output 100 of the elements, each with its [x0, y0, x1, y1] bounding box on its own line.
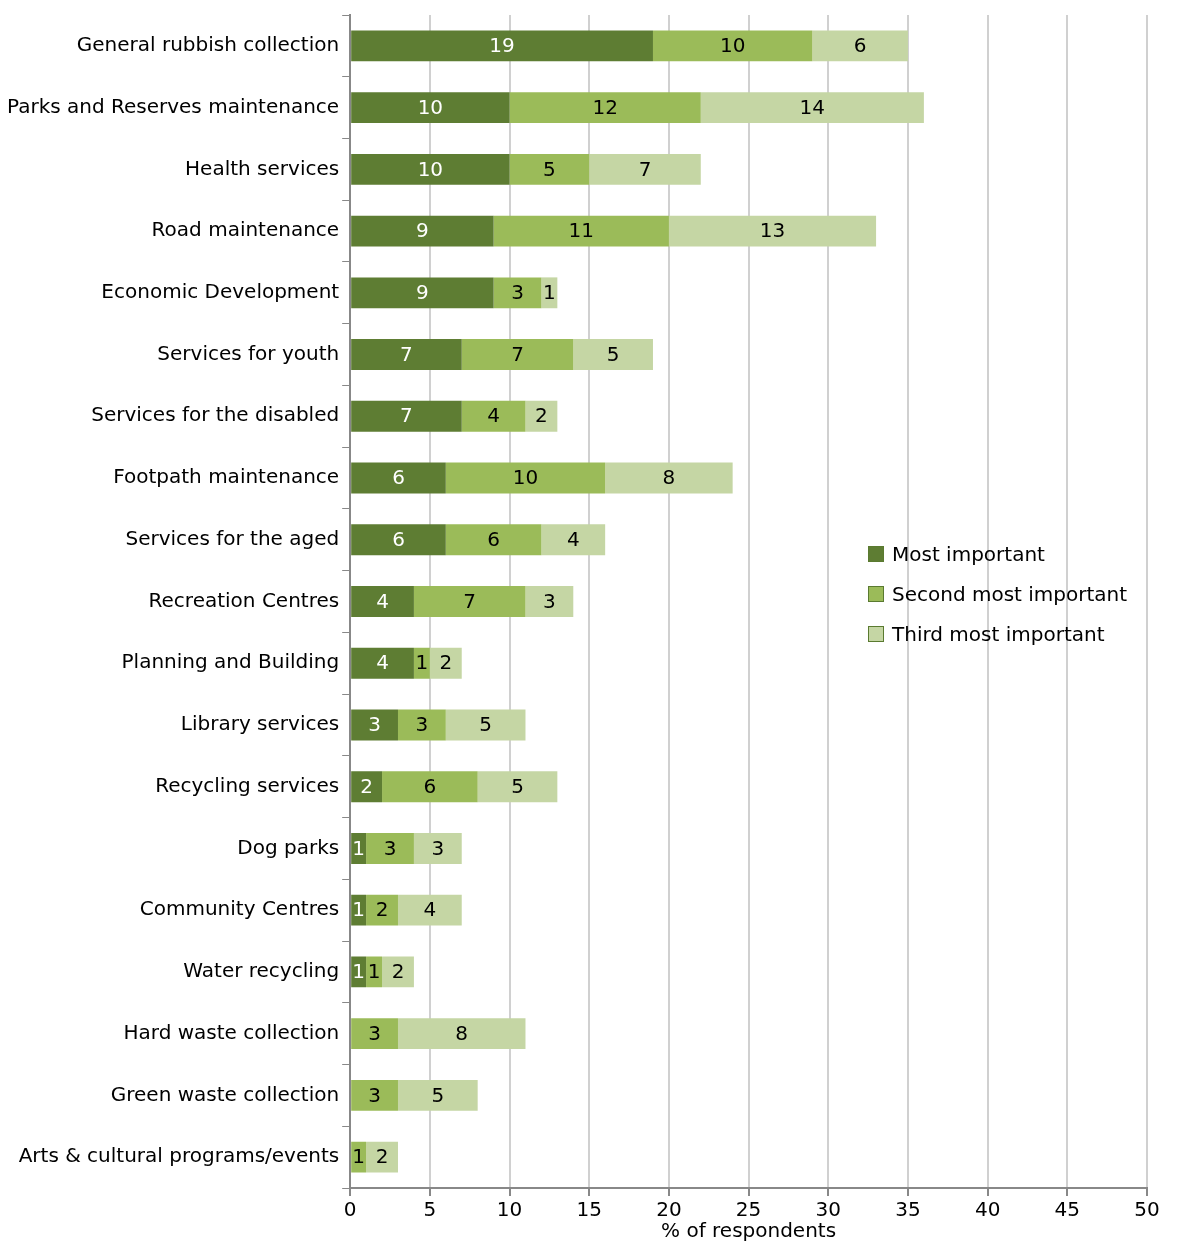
bar: [351, 647, 414, 679]
y-tick-label: Arts & cultural programs/events: [18, 1143, 340, 1168]
data-label: 7: [638, 156, 652, 181]
x-tick-label: 0: [343, 1197, 357, 1222]
y-tick-label: Planning and Building: [121, 649, 340, 674]
bar: [397, 709, 446, 741]
bar: [397, 894, 462, 926]
bar: [573, 339, 653, 370]
y-tick-label: Services for youth: [157, 340, 340, 365]
legend-label: Third most important: [892, 621, 1105, 646]
bar: [509, 153, 590, 185]
y-tick-label: Library services: [180, 711, 340, 736]
bar: [812, 30, 908, 62]
data-label: 4: [376, 650, 389, 675]
y-tick-label: Parks and Reserves maintenance: [6, 93, 340, 118]
y-tick-label: General rubbish collection: [76, 32, 340, 57]
bar: [351, 586, 414, 617]
data-label: 5: [606, 341, 620, 366]
data-label: 4: [566, 526, 580, 551]
bar: [351, 153, 510, 185]
bar: [461, 339, 574, 370]
data-label: 11: [568, 218, 594, 243]
bar: [525, 586, 574, 617]
data-label: 5: [511, 773, 524, 798]
bar: [445, 709, 526, 741]
bar: [351, 400, 462, 432]
x-tick-label: 15: [576, 1197, 602, 1222]
x-tick-label: 50: [1134, 1197, 1160, 1222]
bar: [366, 1141, 398, 1173]
y-tick-label: Services for the aged: [125, 525, 340, 550]
bar: [605, 462, 733, 494]
x-tick-label: 35: [895, 1197, 921, 1222]
data-label: 3: [368, 712, 381, 737]
bar: [351, 277, 494, 309]
data-label: 1: [352, 959, 366, 984]
bar: [382, 956, 414, 988]
bar: [351, 462, 446, 494]
x-tick-label: 5: [423, 1197, 437, 1222]
data-label: 4: [423, 897, 437, 922]
data-label: 2: [391, 959, 405, 984]
bar: [493, 277, 542, 309]
data-label: 8: [455, 1020, 469, 1045]
data-label: 8: [662, 465, 676, 490]
data-label: 1: [352, 835, 366, 860]
bar: [668, 215, 877, 247]
data-label: 5: [431, 1082, 445, 1107]
data-label: 1: [543, 280, 556, 305]
data-label: 6: [853, 33, 867, 58]
bar: [351, 771, 383, 803]
bar: [445, 524, 542, 556]
data-label: 3: [368, 1020, 381, 1045]
bar: [509, 92, 701, 124]
data-label: 2: [439, 650, 453, 675]
bar: [541, 524, 606, 556]
legend-label: Second most important: [892, 581, 1128, 606]
bar: [351, 30, 653, 62]
bar: [351, 524, 446, 556]
y-tick-label: Dog parks: [237, 834, 340, 859]
data-label: 13: [759, 218, 786, 243]
data-label: 12: [592, 94, 618, 119]
data-label: 10: [417, 156, 444, 181]
bar: [351, 215, 494, 247]
x-tick-label: 10: [496, 1197, 523, 1222]
data-label: 2: [535, 403, 548, 428]
data-label: 3: [511, 280, 524, 305]
bar: [366, 833, 414, 864]
bar: [351, 709, 398, 741]
x-tick-label: 40: [974, 1197, 1001, 1222]
bar: [382, 771, 478, 803]
data-label: 9: [416, 218, 429, 243]
y-tick-label: Economic Development: [101, 279, 340, 304]
data-label: 1: [367, 959, 381, 984]
bar: [461, 400, 526, 432]
bar: [493, 215, 669, 247]
data-label: 10: [417, 94, 444, 119]
data-label: 2: [375, 1144, 389, 1169]
data-label: 4: [376, 588, 389, 613]
y-tick-label: Recreation Centres: [148, 587, 340, 612]
data-label: 1: [415, 650, 429, 675]
y-tick-label: Hard waste collection: [123, 1019, 340, 1044]
bar: [429, 647, 462, 679]
data-label: 6: [392, 526, 405, 551]
legend-label: Most important: [892, 541, 1045, 566]
x-tick-label: 45: [1054, 1197, 1081, 1222]
bar: [366, 894, 398, 926]
y-tick-label: Water recycling: [183, 958, 340, 983]
data-label: 7: [511, 341, 524, 366]
data-label: 3: [431, 835, 445, 860]
bar: [413, 833, 462, 864]
bar: [351, 92, 510, 124]
y-tick-label: Green waste collection: [110, 1081, 340, 1106]
y-tick-label: Recycling services: [155, 772, 340, 797]
data-label: 3: [415, 712, 429, 737]
data-label: 6: [392, 465, 405, 490]
bar: [397, 1018, 526, 1050]
data-label: 5: [479, 712, 492, 737]
data-label: 19: [489, 33, 515, 58]
data-label: 10: [512, 465, 539, 490]
data-label: 10: [719, 33, 746, 58]
data-label: 3: [543, 588, 556, 613]
